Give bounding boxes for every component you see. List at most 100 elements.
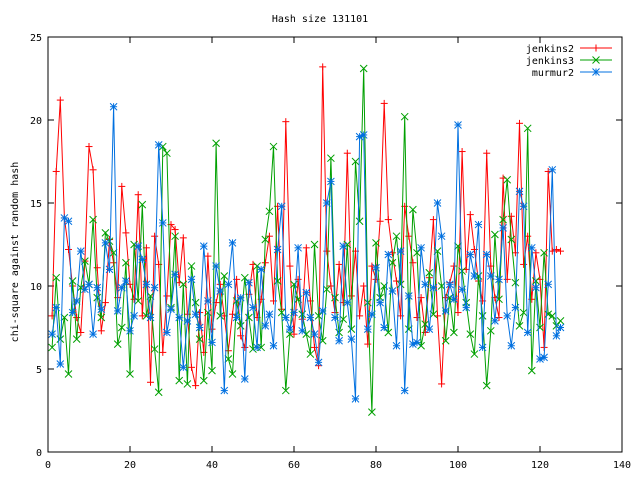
- data-point-murmur2: [212, 262, 220, 270]
- data-point-jenkins3: [491, 230, 499, 239]
- data-point-jenkins3: [417, 341, 425, 350]
- data-point-jenkins2: [101, 299, 109, 307]
- data-point-jenkins2: [516, 119, 523, 127]
- data-point-murmur2: [56, 360, 65, 368]
- data-point-jenkins2: [413, 314, 421, 322]
- data-point-jenkins3: [331, 293, 339, 302]
- data-point-murmur2: [113, 307, 122, 315]
- data-point-murmur2: [269, 341, 278, 350]
- data-point-murmur2: [409, 340, 417, 348]
- x-tick-label: 60: [288, 460, 300, 471]
- data-point-jenkins3: [199, 376, 208, 385]
- data-point-murmur2: [503, 312, 512, 320]
- series-jenkins2: [48, 63, 564, 390]
- data-point-murmur2: [527, 243, 536, 252]
- data-point-jenkins2: [429, 216, 437, 224]
- data-point-murmur2: [400, 386, 409, 395]
- data-point-murmur2: [491, 317, 499, 325]
- data-point-jenkins3: [441, 336, 450, 345]
- legend-marker-jenkins2: [592, 44, 600, 52]
- data-point-jenkins2: [159, 348, 167, 356]
- data-point-jenkins2: [282, 118, 290, 126]
- data-point-jenkins3: [310, 240, 319, 249]
- data-point-jenkins3: [523, 124, 532, 133]
- data-point-jenkins3: [368, 408, 376, 417]
- data-point-jenkins2: [151, 232, 159, 240]
- data-point-jenkins2: [458, 148, 466, 156]
- data-point-jenkins2: [208, 325, 216, 333]
- data-point-jenkins3: [515, 321, 524, 330]
- data-point-murmur2: [290, 308, 298, 317]
- data-point-murmur2: [470, 272, 479, 280]
- data-point-jenkins3: [548, 312, 557, 320]
- data-point-murmur2: [142, 280, 151, 289]
- data-point-jenkins3: [261, 235, 270, 244]
- data-point-jenkins2: [495, 314, 503, 322]
- data-point-murmur2: [158, 219, 167, 227]
- data-point-murmur2: [548, 165, 557, 174]
- data-point-jenkins3: [503, 175, 512, 184]
- legend-label-murmur2: murmur2: [532, 68, 574, 79]
- data-point-murmur2: [154, 141, 163, 149]
- data-point-jenkins2: [261, 259, 269, 267]
- data-point-jenkins3: [281, 386, 290, 395]
- legend-marker-murmur2: [592, 68, 600, 76]
- data-point-murmur2: [482, 250, 491, 259]
- data-point-jenkins3: [232, 297, 241, 305]
- data-point-jenkins2: [454, 309, 462, 317]
- data-point-murmur2: [441, 307, 450, 315]
- data-point-jenkins3: [240, 273, 249, 282]
- data-point-jenkins2: [52, 167, 60, 175]
- data-point-jenkins2: [286, 262, 294, 270]
- data-point-jenkins2: [532, 249, 540, 257]
- data-point-jenkins2: [179, 234, 187, 242]
- data-point-murmur2: [507, 341, 516, 350]
- data-point-jenkins3: [409, 205, 417, 214]
- data-point-murmur2: [544, 280, 553, 289]
- data-point-murmur2: [228, 238, 237, 247]
- data-point-jenkins3: [72, 335, 81, 343]
- data-point-murmur2: [515, 187, 524, 196]
- data-point-jenkins2: [376, 217, 384, 225]
- data-point-jenkins3: [52, 273, 61, 282]
- data-point-jenkins2: [290, 330, 298, 338]
- data-point-murmur2: [224, 280, 233, 289]
- data-point-murmur2: [130, 312, 138, 320]
- data-point-murmur2: [167, 305, 175, 314]
- data-point-jenkins3: [48, 343, 56, 352]
- data-point-murmur2: [286, 325, 294, 334]
- data-point-jenkins3: [97, 313, 106, 322]
- data-point-murmur2: [499, 224, 507, 232]
- data-point-murmur2: [93, 283, 102, 292]
- data-point-jenkins2: [147, 378, 154, 386]
- data-point-jenkins3: [392, 232, 401, 241]
- data-point-jenkins3: [212, 139, 220, 148]
- data-point-jenkins2: [171, 226, 179, 234]
- data-point-jenkins3: [347, 325, 356, 334]
- series-murmur2: [48, 102, 565, 403]
- data-point-murmur2: [122, 277, 130, 285]
- series-layer: [48, 63, 565, 417]
- data-point-jenkins3: [171, 232, 179, 241]
- data-point-murmur2: [454, 121, 462, 129]
- data-point-jenkins2: [380, 99, 388, 107]
- data-point-jenkins2: [216, 280, 224, 288]
- data-point-murmur2: [339, 242, 348, 251]
- data-point-murmur2: [322, 199, 331, 207]
- data-point-murmur2: [89, 330, 97, 338]
- data-point-murmur2: [179, 363, 188, 372]
- data-point-jenkins3: [372, 238, 380, 247]
- data-point-murmur2: [76, 247, 85, 255]
- data-point-murmur2: [48, 330, 56, 338]
- data-point-murmur2: [306, 313, 315, 322]
- data-point-jenkins3: [388, 258, 397, 267]
- data-point-murmur2: [392, 341, 401, 350]
- data-point-jenkins3: [556, 317, 565, 325]
- data-point-jenkins3: [89, 215, 97, 224]
- data-point-jenkins3: [277, 308, 286, 317]
- data-point-murmur2: [281, 313, 290, 322]
- data-point-jenkins3: [179, 280, 188, 289]
- data-point-murmur2: [466, 250, 475, 259]
